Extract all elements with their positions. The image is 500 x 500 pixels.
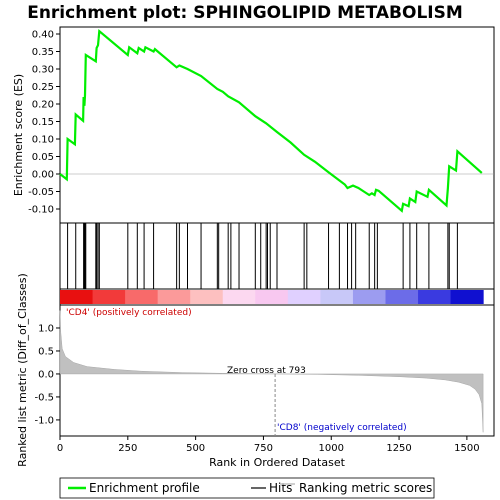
heatmap-cell bbox=[60, 290, 94, 304]
x-tick-label: 250 bbox=[118, 443, 137, 454]
es-tick-label: -0.05 bbox=[28, 187, 54, 198]
es-tick-label: 0.35 bbox=[32, 47, 54, 58]
metric-tick-label: -0.5 bbox=[34, 392, 54, 403]
heatmap-cell bbox=[190, 290, 224, 304]
x-tick-label: 0 bbox=[57, 443, 63, 454]
hits-panel bbox=[59, 222, 495, 290]
heatmap-cell bbox=[418, 290, 452, 304]
negative-label: 'CD8' (negatively correlated) bbox=[277, 423, 407, 433]
legend-label-metric: Ranking metric scores bbox=[299, 481, 432, 495]
es-tick-label: 0.00 bbox=[32, 170, 54, 181]
metric-tick-label: 1.0 bbox=[38, 323, 54, 334]
metric-panel: -1.0 -0.5 0.0 0.5 1.0 'CD4' (positively corr… bbox=[16, 273, 495, 467]
es-tick-label: 0.40 bbox=[32, 30, 54, 41]
heatmap-cell bbox=[255, 290, 289, 304]
x-tick-label: 500 bbox=[186, 443, 205, 454]
es-tick-label: 0.20 bbox=[32, 100, 54, 111]
heatmap-cell bbox=[157, 290, 191, 304]
metric-tick-label: 0.5 bbox=[38, 346, 54, 357]
chart-title: Enrichment plot: SPHINGOLIPID METABOLISM bbox=[27, 3, 463, 23]
es-tick-label: -0.10 bbox=[28, 205, 54, 216]
heatmap-cell bbox=[352, 290, 386, 304]
enrichment-profile-line bbox=[59, 29, 483, 213]
legend-label-hits: Hits bbox=[269, 481, 292, 495]
x-tick-label: 1000 bbox=[319, 443, 344, 454]
x-tick-label: 750 bbox=[254, 443, 273, 454]
metric-ylabel: Ranked list metric (Diff_of_Classes) bbox=[16, 273, 29, 467]
es-tick-label: 0.30 bbox=[32, 65, 54, 76]
legend-frame bbox=[59, 477, 435, 499]
metric-tick-label: 0.0 bbox=[38, 369, 54, 380]
positive-label: 'CD4' (positively correlated) bbox=[66, 308, 192, 318]
heatmap-cell bbox=[385, 290, 419, 304]
heatmap-panel bbox=[59, 288, 495, 306]
ranking-metric-area bbox=[59, 310, 484, 433]
es-tick-label: 0.25 bbox=[32, 82, 54, 93]
es-tick-label: 0.10 bbox=[32, 135, 54, 146]
heatmap-cell bbox=[92, 290, 126, 304]
es-tick-label: 0.05 bbox=[32, 152, 54, 163]
heatmap-cell bbox=[320, 290, 354, 304]
es-ylabel: Enrichment score (ES) bbox=[12, 74, 25, 196]
x-axis-label: Rank in Ordered Dataset bbox=[209, 456, 346, 469]
legend: Enrichment profile Hits Ranking metric s… bbox=[59, 477, 435, 499]
zero-cross-label: Zero cross at 793 bbox=[227, 366, 306, 376]
legend-label-enrichment: Enrichment profile bbox=[89, 481, 200, 495]
x-tick-label: 1500 bbox=[454, 443, 479, 454]
x-tick-label: 1250 bbox=[386, 443, 411, 454]
es-tick-label: 0.15 bbox=[32, 117, 54, 128]
metric-tick-label: -1.0 bbox=[34, 415, 54, 426]
heatmap-cell bbox=[125, 290, 159, 304]
heatmap-cell bbox=[450, 290, 484, 304]
heatmap-cell bbox=[222, 290, 256, 304]
heatmap-cell bbox=[287, 290, 321, 304]
